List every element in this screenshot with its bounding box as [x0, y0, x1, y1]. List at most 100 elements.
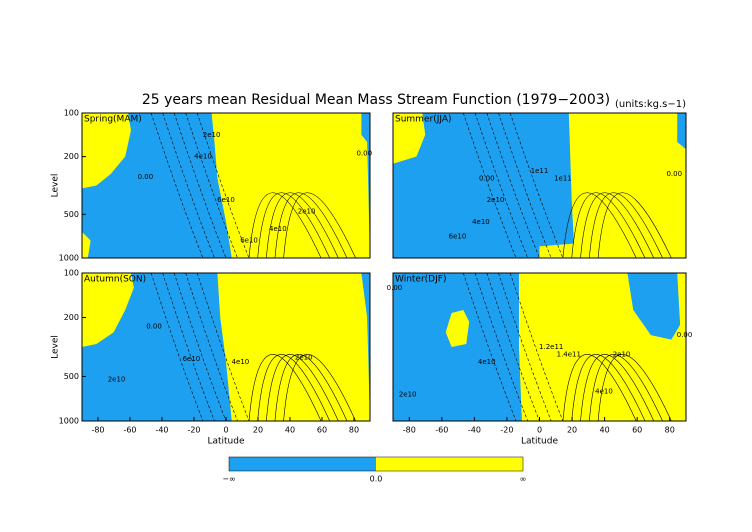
positive-region — [82, 273, 134, 347]
x-tick-label: -20 — [187, 426, 200, 435]
positive-region — [539, 243, 575, 258]
colorbar-label: ∞ — [520, 475, 527, 484]
y-tick-label: 200 — [64, 152, 79, 161]
contour-line — [589, 192, 663, 259]
panel-title: Spring(MAM) — [84, 115, 142, 125]
contour-line — [162, 272, 215, 422]
contour-line — [248, 354, 322, 422]
contour-line — [274, 354, 348, 422]
x-tick-label: -60 — [123, 426, 136, 435]
contour-label: 1e11 — [554, 174, 572, 182]
x-tick-label: 0 — [223, 426, 228, 435]
panel-title: Winter(DJF) — [395, 275, 446, 285]
figure-title: 25 years mean Residual Mean Mass Stream … — [142, 92, 610, 108]
x-tick-label: -60 — [435, 426, 448, 435]
contour-label: 0.00 — [146, 322, 162, 330]
positive-region — [82, 231, 91, 258]
contour-line — [498, 272, 552, 422]
positive-region — [445, 310, 470, 347]
colorbar-frame — [228, 456, 524, 472]
contour-line — [463, 112, 517, 259]
contour-line — [597, 192, 672, 259]
contour-line — [196, 112, 250, 259]
x-tick-label: -40 — [155, 426, 168, 435]
contour-line — [571, 192, 646, 259]
contour-line — [486, 272, 540, 422]
contour-line — [266, 354, 339, 422]
contour-line — [571, 354, 646, 422]
x-axis-label: Latitude — [521, 437, 559, 447]
contour-line — [173, 272, 227, 422]
colorbar-positive — [376, 457, 523, 471]
contour-line — [509, 112, 564, 259]
contour-label: 2e10 — [203, 131, 221, 139]
contour-line — [257, 354, 330, 422]
contour-label: 4e10 — [232, 358, 250, 366]
contour-label: 2e10 — [295, 353, 313, 361]
contour-line — [463, 272, 517, 422]
panel-frame — [81, 112, 371, 259]
contour-label: 6e10 — [240, 237, 258, 245]
contour-line — [283, 354, 356, 422]
x-tick-label: 20 — [567, 426, 577, 435]
y-tick-label: 1000 — [59, 254, 79, 263]
x-tick-label: 20 — [253, 426, 263, 435]
contour-label: 0.00 — [356, 150, 372, 158]
contour-label: 2e10 — [108, 376, 126, 384]
y-axis-label: Level — [51, 174, 61, 198]
contour-label: 0.00 — [479, 174, 495, 182]
x-tick-label: -20 — [500, 426, 513, 435]
negative-region — [627, 273, 681, 340]
units-note: (units:kg.s−1) — [615, 99, 686, 110]
x-axis-label: Latitude — [207, 437, 245, 447]
contour-line — [257, 192, 330, 259]
panel-frame — [392, 112, 687, 259]
contour-line — [266, 192, 339, 259]
positive-region — [568, 113, 686, 258]
positive-region — [393, 113, 426, 164]
contour-label: 2e10 — [399, 390, 417, 398]
contour-label: 1.2e11 — [539, 343, 563, 351]
contour-line — [562, 192, 637, 259]
x-tick-label: 60 — [632, 426, 642, 435]
y-tick-label: 100 — [64, 269, 79, 278]
y-tick-label: 100 — [64, 109, 79, 118]
contour-label: 6e10 — [217, 196, 235, 204]
contour-line — [150, 112, 204, 259]
contour-line — [173, 112, 227, 259]
contour-label: 6e10 — [183, 355, 201, 363]
y-axis-label: Level — [51, 335, 61, 359]
x-tick-label: 40 — [600, 426, 610, 435]
x-tick-label: -80 — [403, 426, 416, 435]
contour-line — [486, 112, 540, 259]
contour-line — [580, 192, 655, 259]
contour-line — [162, 112, 215, 259]
x-tick-label: -80 — [91, 426, 104, 435]
colorbar-negative — [229, 457, 376, 471]
contour-label: 0.00 — [138, 173, 154, 181]
contour-line — [498, 112, 552, 259]
contour-label: 2e10 — [298, 208, 316, 216]
contour-label: 0.00 — [666, 170, 682, 178]
contour-line — [509, 272, 564, 422]
colorbar-label: −∞ — [222, 475, 235, 484]
colorbar-label: 0.0 — [370, 475, 383, 484]
contour-label: 4e10 — [478, 358, 496, 366]
contour-line — [248, 192, 322, 259]
x-tick-label: -40 — [468, 426, 481, 435]
panel-title: Summer(JJA) — [395, 115, 452, 125]
y-tick-label: 200 — [64, 313, 79, 322]
contour-label: 2e10 — [487, 196, 505, 204]
positive-region — [217, 273, 370, 421]
contour-line — [185, 272, 238, 422]
contour-line — [562, 354, 637, 422]
y-tick-label: 500 — [64, 210, 79, 219]
x-tick-label: 40 — [285, 426, 295, 435]
x-tick-label: 80 — [349, 426, 359, 435]
contour-label: 4e10 — [194, 153, 212, 161]
contour-label: 6e10 — [449, 232, 467, 240]
contour-label: 2e10 — [613, 350, 631, 358]
positive-region — [211, 113, 370, 258]
contour-label: 1.4e11 — [557, 350, 581, 358]
